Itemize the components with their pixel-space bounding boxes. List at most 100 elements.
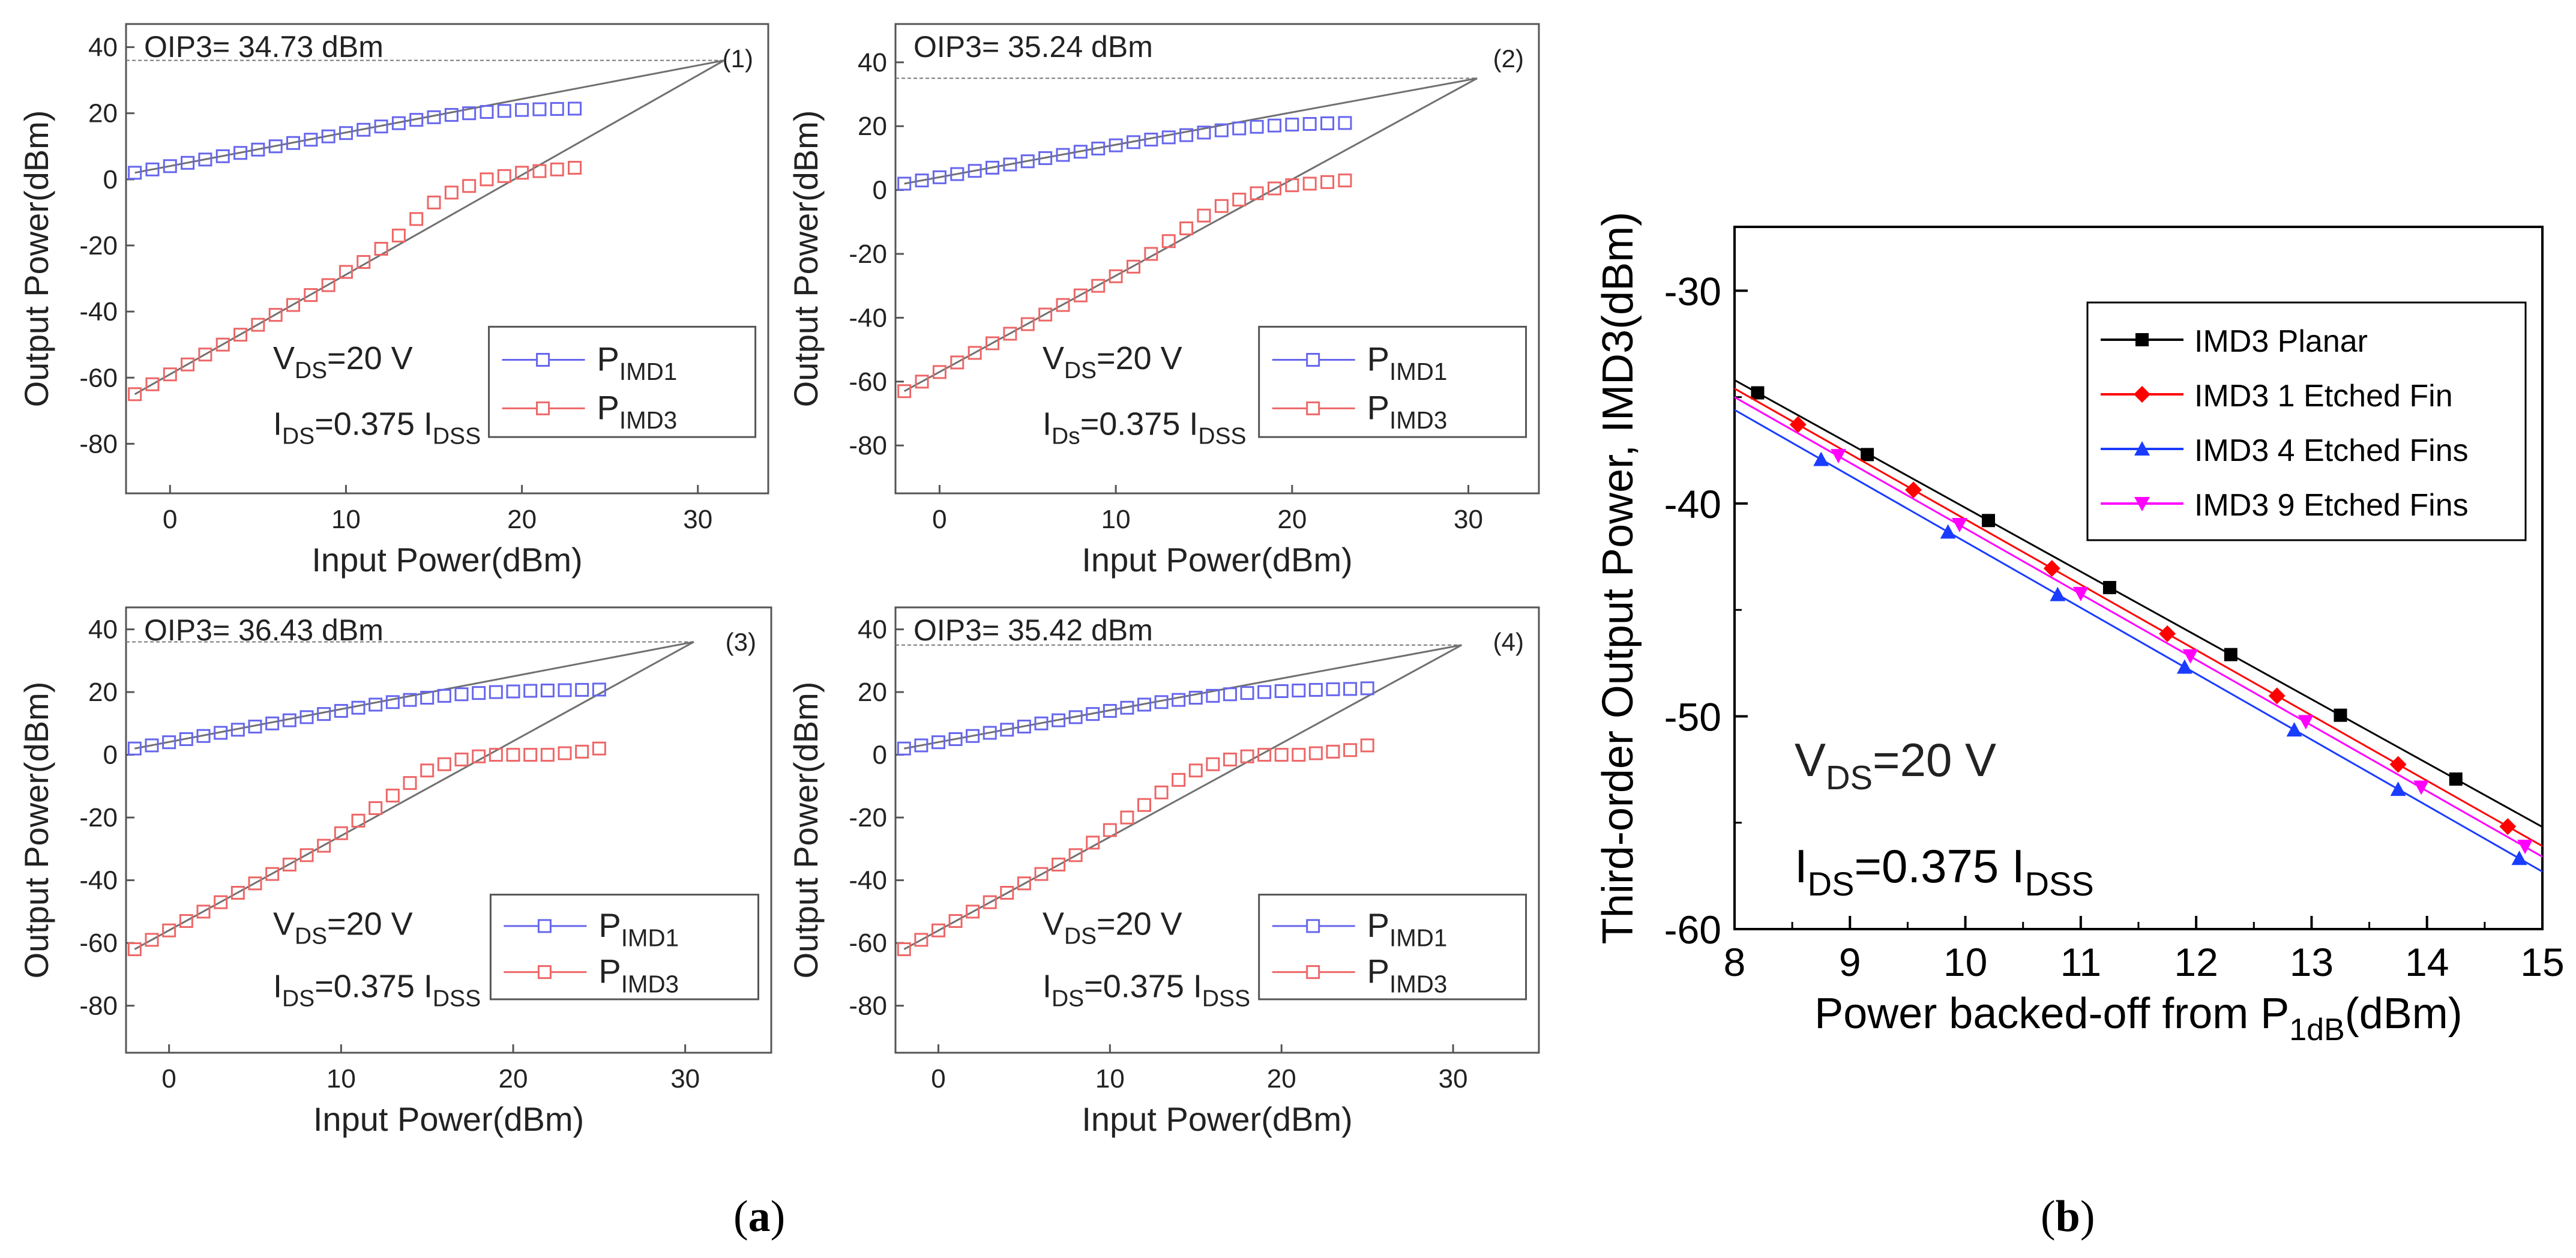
pimd1-point — [1188, 690, 1203, 705]
pimd1-point — [1267, 118, 1281, 133]
pimd1-point — [321, 129, 336, 143]
pimd3-point — [282, 857, 296, 871]
pimd1-point — [357, 122, 371, 137]
pimd1-point — [1292, 683, 1306, 697]
x-tick-label: 14 — [2405, 940, 2449, 984]
pimd3-point — [1034, 867, 1049, 881]
pimd3-point — [230, 886, 245, 900]
pimd1-point — [1197, 125, 1211, 140]
pimd3-point — [540, 748, 555, 762]
pimd1-point — [515, 103, 529, 117]
pimd1-point — [1126, 135, 1140, 149]
x-tick-label: 0 — [163, 505, 177, 534]
plot-frame — [894, 23, 1540, 495]
pimd3-point — [986, 336, 1000, 351]
x-tick-label: 10 — [331, 505, 361, 534]
pimd1-point — [897, 176, 912, 191]
pimd1-point — [1320, 116, 1335, 130]
series-point — [2413, 780, 2430, 795]
pimd3-point — [196, 904, 211, 919]
y-axis-label: Third-order Output Power, IMD3(dBm) — [1594, 212, 1642, 944]
pimd1-fit-line — [134, 641, 694, 750]
legend-box — [1258, 325, 1527, 438]
y-tick-label: 40 — [88, 33, 118, 62]
y-tick-label: 0 — [103, 741, 118, 770]
series-point — [2224, 648, 2237, 661]
pimd1-point — [472, 686, 486, 700]
pimd3-point — [1154, 785, 1169, 799]
pimd1-point — [181, 155, 195, 170]
pimd3-point — [568, 161, 582, 175]
legend-box — [1258, 894, 1527, 1001]
x-tick-label: 30 — [683, 505, 712, 534]
pimd1-point — [1223, 687, 1237, 702]
pimd3-point — [462, 179, 477, 193]
ids-annotation: IDS=0.375 IDSS — [1043, 968, 1250, 1011]
pimd1-point — [592, 682, 606, 697]
series-point — [1789, 416, 1807, 433]
pimd1-point — [268, 139, 283, 154]
pimd1-point — [1144, 133, 1158, 147]
pimd3-point — [1223, 752, 1237, 766]
legend-marker — [537, 919, 552, 933]
pimd1-point — [145, 738, 159, 753]
pimd1-point — [506, 684, 520, 699]
y-tick-label: 0 — [103, 165, 118, 194]
y-tick-label: 20 — [88, 99, 118, 128]
pimd3-point — [339, 265, 353, 279]
pimd3-fit-line — [134, 641, 694, 950]
pimd3-point — [1017, 876, 1031, 891]
legend-label-pimd1: PIMD1 — [1367, 340, 1448, 386]
pimd3-point — [351, 813, 366, 828]
pimd3-point — [1038, 307, 1053, 322]
oip3-title: OIP3= 35.42 dBm — [913, 613, 1153, 647]
legend-marker — [1306, 353, 1320, 367]
pimd3-point — [948, 914, 963, 928]
legend-marker — [536, 353, 550, 367]
x-axis-label: Input Power(dBm) — [1082, 1100, 1352, 1138]
pimd3-point — [374, 241, 388, 256]
series-point — [2043, 560, 2060, 577]
y-tick-label: 20 — [858, 112, 887, 141]
pimd3-point — [1197, 208, 1211, 223]
x-tick-label: 30 — [1454, 505, 1483, 534]
pimd3-point — [248, 876, 262, 891]
vds-annotation: VDS=20 V — [1043, 340, 1182, 384]
pimd1-point — [409, 113, 424, 127]
x-axis-label: Power backed-off from P1dB(dBm) — [1814, 990, 2463, 1047]
pimd3-point — [420, 763, 435, 778]
y-axis-label: Output Power(dBm) — [787, 682, 825, 979]
pimd1-point — [568, 101, 582, 116]
pimd1-point — [489, 685, 503, 699]
caption-b-letter: b — [2055, 1192, 2080, 1241]
pimd3-point — [299, 848, 314, 862]
pimd1-point — [1003, 157, 1017, 172]
pimd1-point — [1073, 145, 1088, 159]
x-tick-label: 12 — [2174, 940, 2218, 984]
pimd3-point — [914, 933, 928, 947]
pimd3-point — [1000, 886, 1014, 900]
pimd1-point — [1308, 682, 1323, 697]
pimd3-point — [1360, 738, 1374, 753]
subplot-3: 0 10 20 30 -80 -60 -40 -20 0 20 40 Input Power(dBm)… — [17, 606, 772, 1138]
pimd1-point — [1038, 151, 1053, 165]
panel-number: (1) — [723, 44, 753, 73]
pimd3-point — [1343, 743, 1358, 757]
y-axis-label: Output Power(dBm) — [17, 682, 55, 979]
pimd1-point — [1179, 128, 1194, 142]
pimd3-point — [592, 741, 606, 756]
series-point — [1905, 481, 1922, 499]
pimd1-point — [950, 167, 964, 181]
pimd1-point — [198, 152, 212, 167]
legend-label-pimd1: PIMD1 — [1367, 906, 1448, 952]
series-point — [1861, 448, 1874, 462]
pimd1-point — [948, 732, 963, 746]
vds-annotation: VDS=20 V — [273, 906, 413, 949]
pimd1-point — [374, 119, 388, 134]
pimd3-point — [915, 375, 929, 389]
pimd3-point — [286, 298, 300, 312]
y-axis-label: Output Power(dBm) — [787, 110, 825, 408]
series-point — [1831, 449, 1847, 464]
legend-label-pimd1: PIMD1 — [597, 340, 678, 386]
oip3-title: OIP3= 35.24 dBm — [913, 30, 1153, 64]
